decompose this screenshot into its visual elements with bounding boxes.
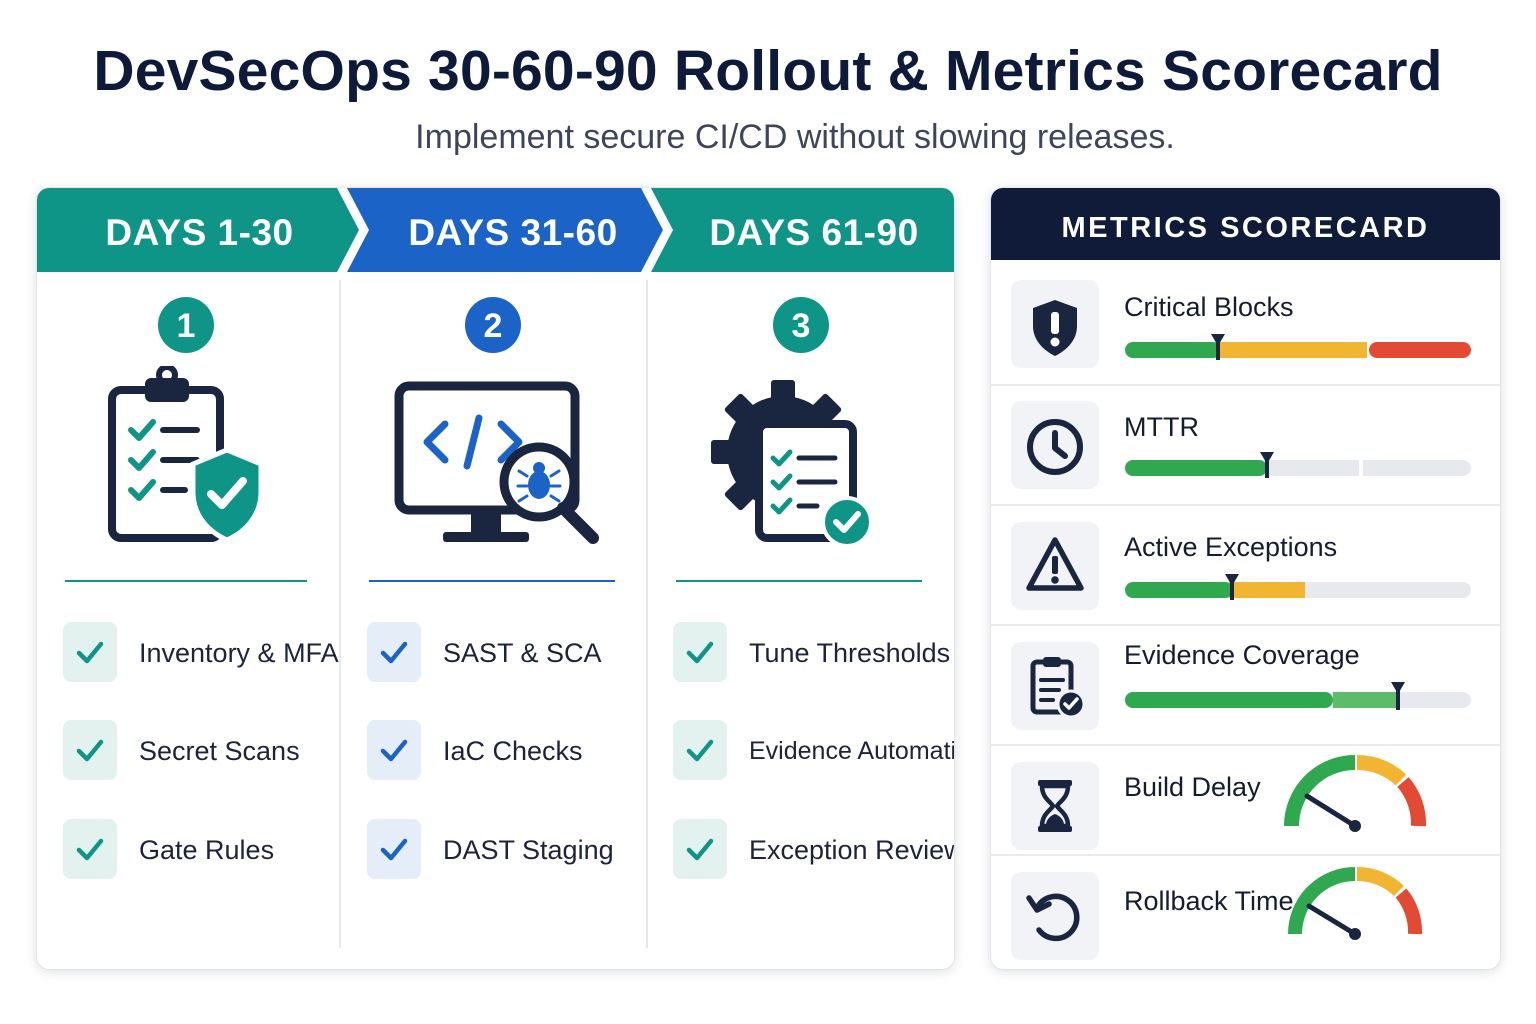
- phase-3-label: DAYS 61-90: [709, 212, 919, 253]
- metric-row-active-exceptions: Active Exceptions: [991, 506, 1500, 624]
- check-icon: [63, 622, 117, 682]
- item-label: Exception Review: [749, 835, 954, 865]
- warning-triangle-icon: [1011, 522, 1099, 610]
- item-label: Inventory & MFA: [139, 638, 339, 668]
- row-divider: [991, 624, 1500, 626]
- metric-row-evidence-coverage: Evidence Coverage: [991, 626, 1500, 744]
- list-item: Gate Rules: [63, 819, 333, 881]
- item-label: DAST Staging: [443, 835, 614, 865]
- metric-row-build-delay: Build Delay: [991, 746, 1500, 854]
- column-divider: [339, 280, 341, 948]
- check-icon: [63, 819, 117, 879]
- item-label: Tune Thresholds: [749, 638, 951, 668]
- list-item: Evidence Automation: [673, 720, 954, 782]
- rollout-card: DAYS 1-30 DAYS 31-60 DAYS 61-90 1 Invent…: [37, 188, 954, 969]
- row-divider: [991, 854, 1500, 856]
- phase-2-label: DAYS 31-60: [408, 212, 618, 253]
- gear-checklist-icon: [711, 380, 873, 548]
- check-icon: [367, 819, 421, 879]
- item-label: Gate Rules: [139, 835, 275, 865]
- check-icon: [367, 622, 421, 682]
- list-item: IaC Checks: [367, 720, 637, 782]
- rollback-icon: [1011, 872, 1099, 960]
- item-label: Secret Scans: [139, 736, 300, 766]
- metric-name: Critical Blocks: [1124, 292, 1294, 322]
- check-icon: [63, 720, 117, 780]
- clipboard-shield-icon: [108, 366, 264, 543]
- item-label: IaC Checks: [443, 736, 583, 766]
- rollback-time-gauge: [1288, 866, 1423, 940]
- column-2-rule: [369, 580, 615, 582]
- list-item: DAST Staging: [367, 819, 637, 881]
- phase-3-number-badge: 3: [773, 297, 829, 353]
- page-subtitle: Implement secure CI/CD without slowing r…: [415, 118, 1175, 156]
- check-icon: [673, 622, 727, 682]
- metric-row-rollback-time: Rollback Time: [991, 856, 1500, 969]
- list-item: Secret Scans: [63, 720, 333, 782]
- phase-arrow-bar: [37, 188, 954, 272]
- metric-name: Rollback Time: [1124, 886, 1294, 916]
- page-title: DevSecOps 30-60-90 Rollout & Metrics Sco…: [93, 39, 1443, 103]
- phase-1-label: DAYS 1-30: [105, 212, 294, 253]
- check-icon: [673, 819, 727, 879]
- metric-row-critical-blocks: Critical Blocks: [991, 260, 1500, 384]
- build-delay-gauge: [1284, 754, 1427, 832]
- list-item: SAST & SCA: [367, 622, 637, 684]
- row-divider: [991, 744, 1500, 746]
- mttr-bar: [1125, 452, 1471, 478]
- row-divider: [991, 504, 1500, 506]
- item-label: SAST & SCA: [443, 638, 602, 668]
- evidence-coverage-bar: [1125, 682, 1471, 710]
- shield-alert-icon: [1011, 280, 1099, 368]
- item-label: Evidence Automation: [749, 737, 954, 765]
- metric-row-mttr: MTTR: [991, 386, 1500, 504]
- list-item: Exception Review: [673, 819, 954, 881]
- active-exceptions-bar: [1125, 574, 1471, 600]
- phase-2-number-badge: 2: [465, 297, 521, 353]
- hourglass-icon: [1011, 762, 1099, 850]
- metric-name: Evidence Coverage: [1124, 640, 1360, 670]
- phase-1-number-badge: 1: [158, 297, 214, 353]
- column-1-rule: [65, 580, 307, 582]
- clipboard-check-icon: [1011, 642, 1099, 730]
- metric-name: MTTR: [1124, 412, 1199, 442]
- column-3-rule: [676, 580, 922, 582]
- check-icon: [367, 720, 421, 780]
- metric-name: Active Exceptions: [1124, 532, 1338, 562]
- metric-name: Build Delay: [1124, 772, 1261, 802]
- row-divider: [991, 384, 1500, 386]
- check-icon: [673, 720, 727, 780]
- metrics-scorecard-card: METRICS SCORECARD Critical Blocks: [991, 188, 1500, 969]
- column-divider: [646, 280, 648, 948]
- critical-blocks-bar: [1125, 334, 1471, 360]
- clock-icon: [1011, 401, 1099, 489]
- scorecard-title: METRICS SCORECARD: [991, 188, 1500, 260]
- list-item: Tune Thresholds: [673, 622, 951, 684]
- monitor-code-bug-scan-icon: [394, 381, 599, 544]
- list-item: Inventory & MFA: [63, 622, 339, 684]
